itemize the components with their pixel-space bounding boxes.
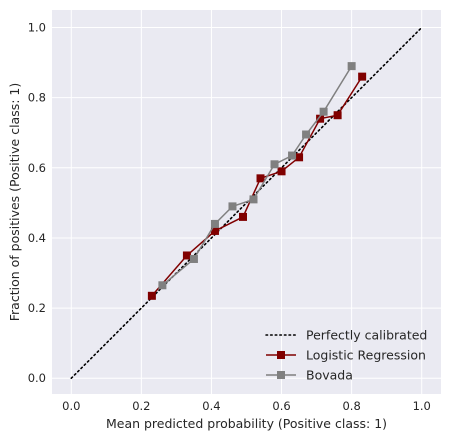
y-tick-label: 0.6	[28, 161, 46, 175]
data-point	[189, 254, 198, 263]
tick-labels: 0.0 0.2 0.4 0.6 0.8 1.0 0.0 0.2 0.4 0.6 0.8 1.0	[28, 21, 431, 413]
data-point	[158, 281, 167, 290]
data-point	[302, 130, 311, 139]
data-point	[288, 151, 297, 160]
legend-marker	[277, 371, 285, 379]
legend: Perfectly calibrated Logistic Regression B…	[265, 328, 427, 383]
data-point	[295, 153, 304, 162]
x-tick-label: 0.6	[272, 399, 290, 413]
series-line	[161, 65, 353, 286]
data-point	[182, 251, 191, 260]
y-tick-label: 0.0	[28, 371, 46, 385]
series-perfectly-calibrated	[70, 26, 423, 380]
legend-label: Logistic Regression	[306, 348, 426, 363]
data-point	[256, 174, 265, 183]
data-point	[210, 226, 219, 235]
grid	[52, 10, 441, 394]
data-point	[333, 111, 342, 120]
data-point	[249, 195, 258, 204]
series-layer	[70, 26, 423, 380]
legend-item: Logistic Regression	[266, 348, 426, 363]
legend-label: Bovada	[306, 368, 353, 383]
data-point	[319, 107, 328, 116]
data-point	[316, 114, 325, 123]
data-point	[347, 62, 356, 71]
data-point	[228, 202, 237, 211]
series-line	[70, 26, 423, 380]
data-point	[210, 219, 219, 228]
series-logistic-regression	[147, 72, 367, 300]
x-tick-label: 0.4	[202, 399, 220, 413]
x-tick-label: 0.0	[62, 399, 80, 413]
x-tick-label: 0.2	[132, 399, 150, 413]
y-tick-label: 1.0	[28, 21, 46, 35]
x-tick-label: 0.8	[342, 399, 360, 413]
series-line	[151, 76, 363, 297]
data-point	[358, 72, 367, 81]
series-bovada	[158, 62, 356, 290]
data-point	[238, 212, 247, 221]
legend-item: Bovada	[266, 368, 353, 383]
x-axis-label: Mean predicted probability (Positive cla…	[106, 416, 387, 431]
legend-marker	[277, 351, 285, 359]
data-point	[270, 160, 279, 169]
y-tick-label: 0.4	[28, 231, 46, 245]
data-point	[147, 291, 156, 300]
y-tick-label: 0.8	[28, 91, 46, 105]
x-tick-label: 1.0	[413, 399, 431, 413]
legend-item: Perfectly calibrated	[265, 328, 427, 343]
y-tick-label: 0.2	[28, 301, 46, 315]
data-point	[277, 167, 286, 176]
y-axis-label: Fraction of positives (Positive class: 1…	[7, 83, 22, 322]
legend-label: Perfectly calibrated	[306, 328, 427, 343]
